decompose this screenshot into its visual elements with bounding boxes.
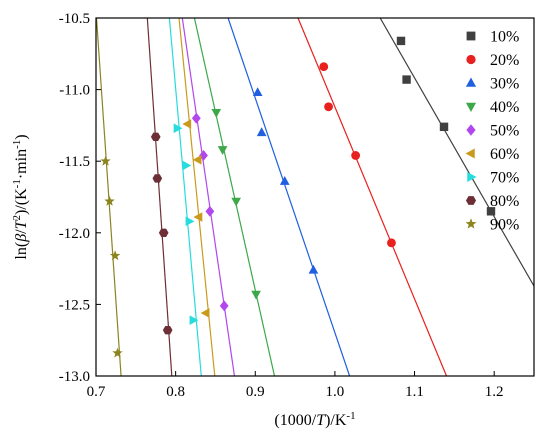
fit-line bbox=[96, 18, 122, 376]
y-axis-title: ln(β/T2)/(K-1·min-1) bbox=[11, 134, 30, 259]
legend-marker bbox=[465, 148, 475, 159]
data-point bbox=[104, 195, 115, 206]
fit-line bbox=[168, 18, 202, 376]
y-tick-label: -11.0 bbox=[59, 83, 90, 99]
legend-label: 50% bbox=[490, 123, 519, 140]
legend-label: 80% bbox=[490, 193, 519, 210]
x-axis: 0.7 0.8 0.9 1.0 1.1 1.2 bbox=[87, 371, 504, 400]
legend-marker bbox=[465, 102, 477, 112]
legend-marker bbox=[465, 196, 477, 205]
x-tick-label: 0.9 bbox=[246, 384, 265, 400]
legend-marker bbox=[466, 54, 476, 65]
y-tick-label: -13.0 bbox=[59, 369, 90, 385]
y-tick-label: -10.5 bbox=[59, 11, 90, 27]
data-point bbox=[256, 127, 267, 137]
x-tick-label: 0.7 bbox=[87, 384, 106, 400]
x-tick-label: 1.0 bbox=[326, 384, 345, 400]
legend-marker bbox=[466, 124, 476, 136]
x-tick-label: 0.8 bbox=[166, 384, 185, 400]
data-point bbox=[152, 174, 163, 183]
fit-line bbox=[379, 18, 534, 288]
fit-line bbox=[146, 18, 173, 376]
data-point bbox=[189, 315, 199, 325]
data-point bbox=[396, 36, 406, 46]
data-point bbox=[387, 238, 396, 248]
plot-frame bbox=[95, 17, 535, 377]
x-tick-label: 1.1 bbox=[405, 384, 424, 400]
data-point bbox=[182, 119, 192, 129]
data-point bbox=[200, 308, 210, 318]
x-axis-title: (1000/T)/K-1 bbox=[274, 410, 355, 429]
legend-label: 90% bbox=[490, 217, 519, 234]
legend-label: 40% bbox=[490, 99, 519, 116]
data-point bbox=[217, 146, 228, 155]
legend-label: 30% bbox=[490, 76, 519, 93]
legend-label: 10% bbox=[490, 29, 519, 46]
data-point bbox=[100, 155, 111, 166]
y-tick-label: -12.5 bbox=[59, 297, 90, 313]
data-point bbox=[173, 123, 183, 134]
data-point bbox=[279, 176, 290, 185]
legend-label: 20% bbox=[490, 52, 519, 69]
data-point bbox=[191, 112, 201, 124]
data-markers bbox=[100, 36, 496, 358]
fit-line bbox=[181, 18, 236, 376]
y-axis: -10.5 -11.0 -11.5 -12.0 -12.5 -13.0 bbox=[59, 11, 101, 385]
data-point bbox=[319, 62, 329, 72]
data-point bbox=[211, 108, 222, 118]
fit-lines bbox=[96, 18, 534, 376]
y-tick-label: -11.5 bbox=[59, 154, 90, 170]
legend-marker bbox=[466, 31, 476, 41]
data-point bbox=[219, 300, 229, 312]
legend-label: 70% bbox=[490, 170, 519, 187]
data-point bbox=[109, 250, 121, 261]
data-point bbox=[182, 160, 192, 171]
data-point bbox=[231, 197, 241, 207]
fit-line bbox=[193, 18, 276, 376]
data-point bbox=[193, 212, 203, 222]
legend: 10% 20% 30% 40% 50% 60% 70% 80% 90% bbox=[465, 29, 519, 234]
data-point bbox=[402, 75, 411, 84]
data-point bbox=[185, 216, 195, 227]
data-point bbox=[112, 347, 123, 358]
data-point bbox=[324, 102, 333, 112]
data-point bbox=[439, 122, 449, 132]
data-point bbox=[308, 264, 319, 274]
data-point bbox=[351, 151, 361, 160]
data-point bbox=[251, 290, 261, 300]
data-point bbox=[205, 205, 215, 217]
data-point bbox=[150, 132, 161, 142]
fit-line bbox=[297, 18, 448, 376]
data-point bbox=[162, 325, 173, 335]
data-point bbox=[192, 154, 202, 165]
legend-marker bbox=[465, 77, 477, 87]
fit-line bbox=[227, 18, 351, 376]
legend-marker bbox=[465, 218, 477, 229]
data-point bbox=[486, 207, 496, 216]
data-point bbox=[158, 228, 169, 237]
y-tick-label: -12.0 bbox=[59, 226, 90, 242]
x-tick-label: 1.2 bbox=[485, 384, 504, 400]
legend-marker bbox=[467, 171, 477, 183]
legend-label: 60% bbox=[490, 146, 519, 163]
data-point bbox=[252, 87, 263, 97]
